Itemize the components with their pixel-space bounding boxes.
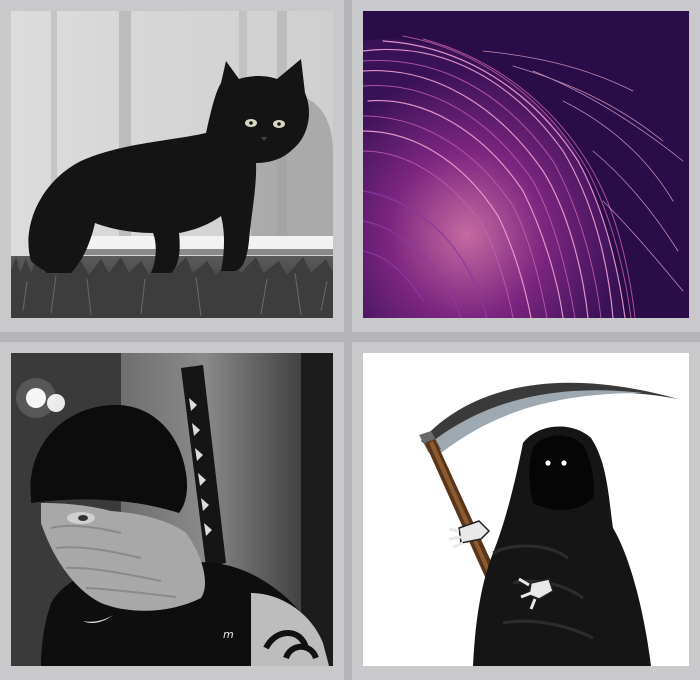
svg-text:m: m xyxy=(223,628,234,641)
grim-reaper-illustration xyxy=(363,353,689,666)
tile-grim-reaper[interactable] xyxy=(352,342,700,680)
tile-kitten[interactable] xyxy=(0,0,344,332)
masked-man-photo: m xyxy=(11,353,333,666)
tile-masked-man[interactable]: m xyxy=(0,342,344,680)
tile-purple-hair[interactable] xyxy=(352,0,700,332)
purple-hair-photo xyxy=(363,11,689,318)
kitten-photo xyxy=(11,11,333,318)
